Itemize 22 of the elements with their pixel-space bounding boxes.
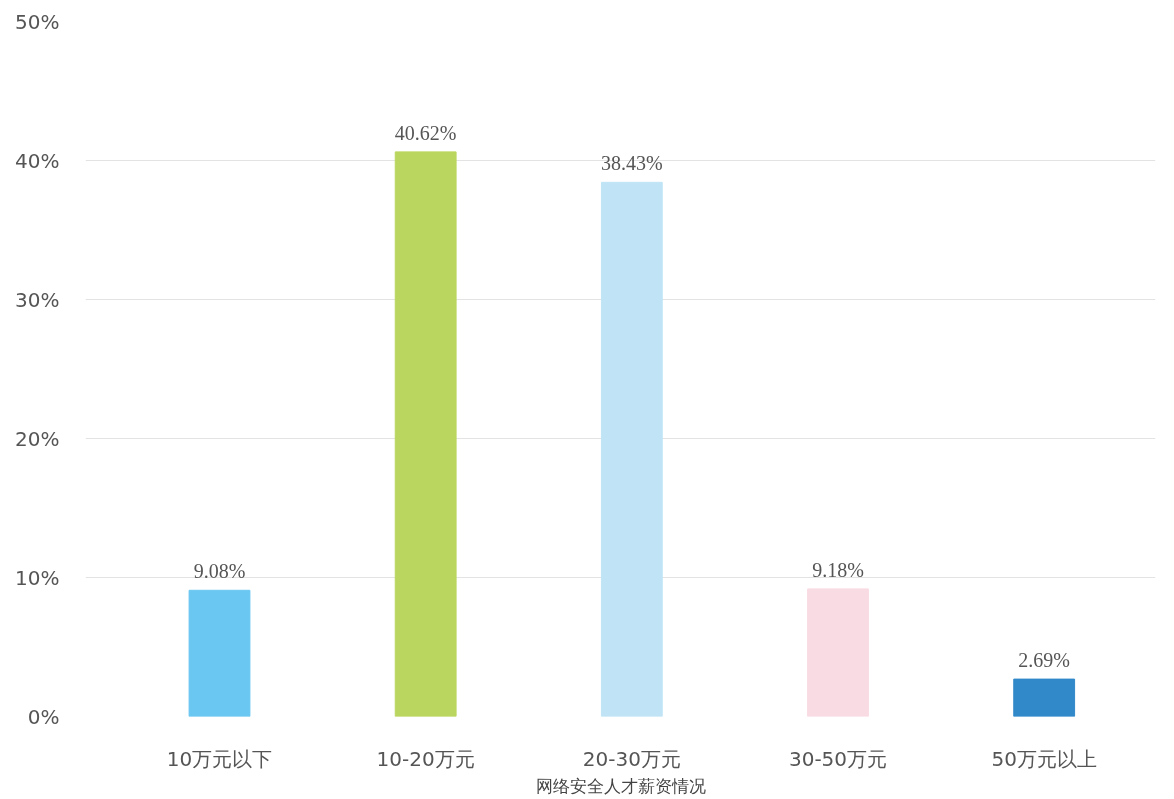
text: 网络安全人才薪资情况 [535, 775, 706, 796]
bar [600, 181, 663, 717]
y-tick-label: 50% [15, 9, 60, 34]
data-label: 2.69% [1018, 649, 1071, 672]
x-tick-label: 20-30万元 [582, 746, 681, 771]
y-tick-label: 0% [27, 704, 60, 729]
bar [807, 588, 869, 717]
x-tick-label: 10万元以下 [166, 746, 273, 771]
y-tick-label: 40% [15, 148, 60, 173]
data-label: 40.62% [394, 121, 457, 144]
x-tick-label: 50万元以上 [991, 746, 1097, 771]
data-label: 9.08% [193, 560, 246, 583]
y-tick-label: 30% [15, 287, 60, 312]
data-label: 9.18% [812, 558, 864, 581]
x-tick-label: 30-50万元 [788, 746, 888, 771]
bar [394, 151, 457, 717]
y-tick-label: 10% [15, 565, 60, 590]
bar [1013, 678, 1076, 717]
x-tick-label: 10-20万元 [376, 746, 475, 771]
y-tick-label: 20% [15, 426, 60, 451]
bar [188, 589, 251, 717]
data-label: 38.43% [601, 152, 663, 175]
